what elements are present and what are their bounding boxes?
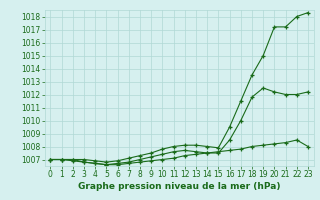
X-axis label: Graphe pression niveau de la mer (hPa): Graphe pression niveau de la mer (hPa) (78, 182, 280, 191)
